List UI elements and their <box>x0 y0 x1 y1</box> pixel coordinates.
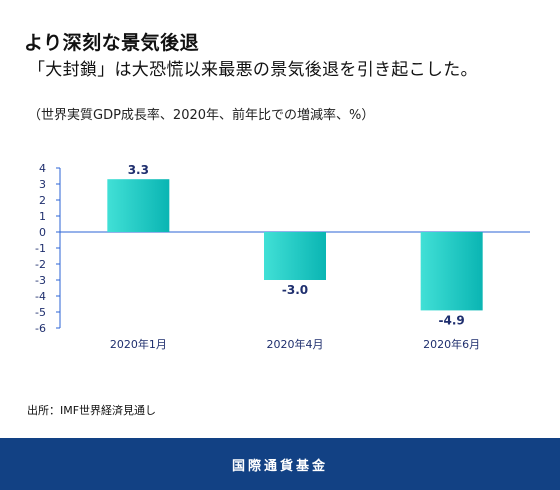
bar-2 <box>264 232 326 280</box>
bar-series <box>107 179 483 311</box>
y-tick-label: -1 <box>35 242 46 255</box>
chart-title: より深刻な景気後退 <box>24 32 200 54</box>
bar-3 <box>420 232 483 311</box>
y-tick-label: 0 <box>39 226 46 239</box>
x-category-label: 2020年4月 <box>267 337 324 351</box>
footer-bar: 国際通貨基金 <box>0 438 560 490</box>
y-tick-label: 3 <box>39 178 46 191</box>
y-tick-label: -3 <box>35 274 46 287</box>
chart-unit-note: （世界実質GDP成長率、2020年、前年比での増減率、%） <box>28 108 375 123</box>
y-tick-label: 1 <box>39 210 46 223</box>
data-labels: 3.3 -3.0 -4.9 <box>128 163 465 327</box>
footer-org-name: 国際通貨基金 <box>231 458 328 474</box>
y-tick-label: -6 <box>35 322 46 335</box>
chart-subtitle: 「大封鎖」は大恐慌以来最悪の景気後退を引き起こした。 <box>28 60 478 80</box>
data-label-2: -3.0 <box>282 283 308 297</box>
y-tick-label: -5 <box>35 306 46 319</box>
y-tick-label: -4 <box>35 290 46 303</box>
y-tick-label: 2 <box>39 194 46 207</box>
data-label-1: 3.3 <box>128 163 149 177</box>
x-category-label: 2020年1月 <box>110 337 167 351</box>
x-axis: 2020年1月 2020年4月 2020年6月 <box>110 337 480 351</box>
data-label-3: -4.9 <box>439 313 465 327</box>
x-category-label: 2020年6月 <box>423 337 480 351</box>
y-tick-label: 4 <box>39 162 46 175</box>
source-note: 出所：IMF世界経済見通し <box>27 404 157 417</box>
bar-1 <box>107 179 170 232</box>
y-tick-label: -2 <box>35 258 46 271</box>
